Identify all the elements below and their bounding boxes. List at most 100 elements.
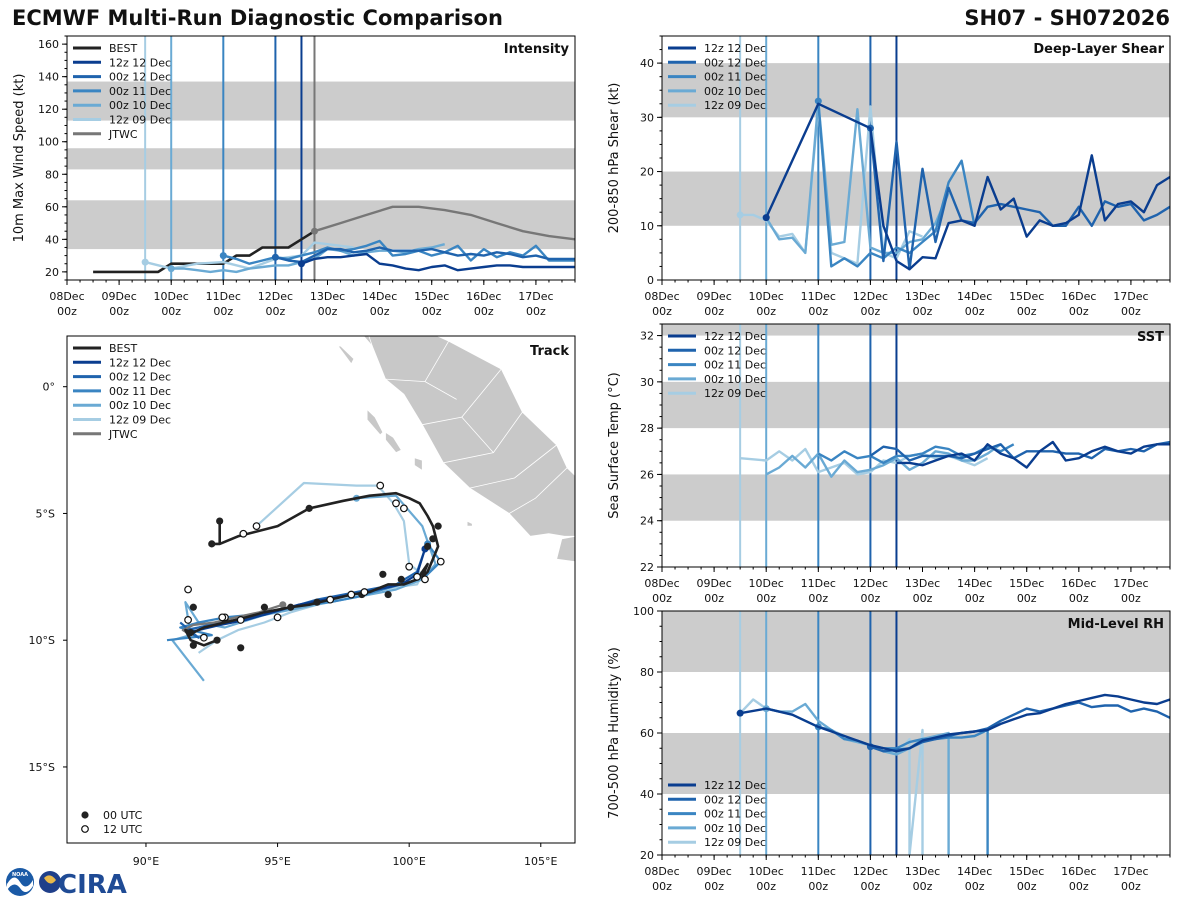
lat-tick-label: 0° [43,381,56,394]
series-line [739,693,1170,753]
x-tick-label-hour: 00z [1069,305,1089,318]
y-tick-label: 28 [640,422,654,435]
province-border [422,416,462,426]
panel-title: Mid-Level RH [1068,617,1164,632]
x-tick-label-day: 15Dec [1009,290,1044,303]
best-track-12utc-point [421,575,429,584]
x-tick-label-hour: 00z [161,305,181,318]
legend-label: 12z 12 Dec [704,42,766,55]
series-start-point [762,214,770,222]
y-tick-label: 100 [38,136,59,149]
land-island [466,520,473,527]
legend-label: 00z 10 Dec [109,399,171,412]
x-tick-label-hour: 00z [965,592,985,605]
x-tick-label-day: 11Dec [801,865,836,878]
x-tick-label-hour: 00z [318,305,338,318]
x-tick-label-day: 10Dec [749,290,784,303]
legend-label: 00z 12 Dec [109,371,171,384]
chart-sst: 22 24 26 28 30 32 08Dec 00z 09Dec 00z 10Dec 00z 11De… [607,323,1171,605]
plot-area [662,324,1170,567]
marker-legend-label: 00 UTC [103,809,143,822]
series-start-point [310,227,318,235]
x-tick-label-day: 16Dec [1061,865,1096,878]
legend-label: 12z 09 Dec [109,114,171,127]
plot-area [67,36,575,280]
series-line [765,102,1170,271]
legend-label: 00z 10 Dec [704,85,766,98]
x-tick-label-day: 15Dec [1009,577,1044,590]
legend-label: 12z 09 Dec [704,99,766,112]
figure-title: ECMWF Multi-Run Diagnostic Comparison [12,6,503,30]
series-start-point [219,252,227,260]
y-tick-label: 60 [640,727,654,740]
series-line [275,246,575,264]
x-tick-label-hour: 00z [1017,592,1037,605]
legend-label: 00z 10 Dec [704,822,766,835]
forecast-track [171,494,437,682]
x-tick-label-hour: 00z [526,305,546,318]
y-tick-label: 20 [45,266,59,279]
best-track-00utc-point [216,517,224,525]
series-line [144,241,354,270]
legend-label: 12z 12 Dec [704,779,766,792]
best-track-00utc-point [397,575,405,583]
plot-area [662,36,1170,280]
y-tick-label: 26 [640,468,654,481]
best-track-00utc-point [187,628,195,637]
legend-label: 12z 12 Dec [704,330,766,343]
lon-tick-label: 90°E [133,855,159,868]
x-tick-label-day: 17Dec [1113,865,1148,878]
x-tick-label-day: 14Dec [362,290,397,303]
best-track-00utc-point [213,636,221,644]
best-track-00utc-point [429,535,437,543]
x-tick-label-day: 14Dec [957,865,992,878]
x-tick-label-day: 13Dec [905,290,940,303]
x-tick-label-day: 17Dec [1113,577,1148,590]
series-start-point [141,258,149,266]
x-tick-label-day: 08Dec [644,290,679,303]
legend-label: 00z 11 Dec [109,385,171,398]
x-tick-label-day: 16Dec [466,290,501,303]
legend-label: 12z 09 Dec [704,387,766,400]
marker-legend-00utc [81,811,89,819]
legend-label: 12z 12 Dec [109,356,171,369]
x-tick-label-hour: 00z [756,880,776,893]
legend-label: 00z 10 Dec [109,99,171,112]
series-line [869,128,1170,271]
best-track-12utc-point [326,595,335,604]
province-border [443,411,523,464]
best-track-12utc-point [252,522,261,531]
x-tick-label-day: 12Dec [853,290,888,303]
x-tick-label-day: 15Dec [1009,865,1044,878]
land-island [385,431,402,454]
y-tick-label: 80 [640,666,654,679]
noaa-wave [7,877,33,893]
x-tick-label-hour: 00z [1121,305,1141,318]
legend-label: 00z 11 Dec [704,71,766,84]
legend-label: 00z 12 Dec [704,344,766,357]
land-island [366,408,384,436]
y-tick-label: 40 [640,788,654,801]
legend-label: 00z 12 Dec [109,71,171,84]
best-track-00utc-point [305,504,313,512]
panel-title: Track [530,344,569,359]
storm-id-title: SH07 - SH072026 [964,6,1170,30]
best-track-12utc-point [273,613,282,622]
axes-frame [661,323,1171,568]
lat-tick-label: 5°S [36,507,55,520]
series-line [765,99,950,255]
legend-label: BEST [109,42,137,55]
series-start-point [167,265,175,273]
best-track-00utc-point [313,598,321,606]
best-track-00utc-point [189,641,197,649]
threshold-band [67,200,575,250]
cira-logo-text: CIRA [58,870,127,900]
y-tick-label: 160 [38,38,59,51]
legend-label: 00z 11 Dec [109,85,171,98]
x-tick-label-hour: 00z [704,592,724,605]
series-start-point [814,97,822,105]
x-tick-label-hour: 00z [1069,880,1089,893]
land-island [413,457,423,472]
x-tick-label-hour: 00z [808,305,828,318]
